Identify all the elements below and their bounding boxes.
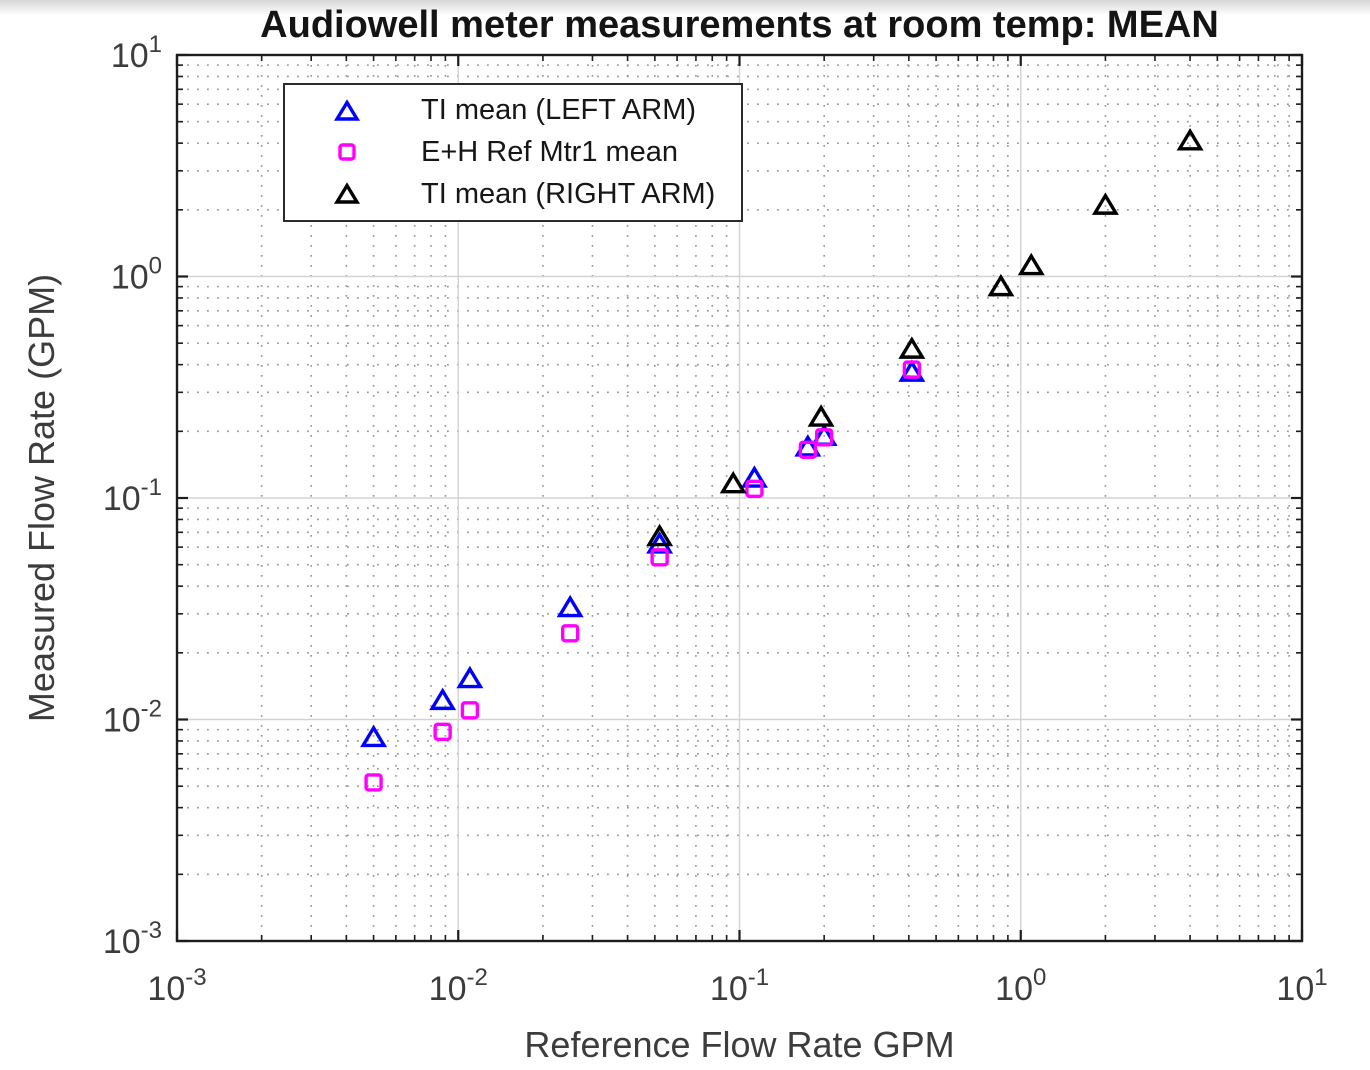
legend-label: TI mean (RIGHT ARM) [421,177,716,210]
data-point-square [814,428,834,447]
data-point-triangle [646,523,674,547]
y-tick-label: 10-1 [103,474,162,518]
data-point-square [650,548,669,567]
y-tick-label: 100 [111,253,162,297]
x-tick-label: 10-3 [147,964,206,1008]
data-point-square [902,360,922,379]
data-point-triangle [456,665,484,689]
legend-label: TI mean (LEFT ARM) [421,94,697,127]
data-point-square [460,701,480,720]
triangle-marker-icon [333,182,361,204]
data-point-triangle [556,594,584,618]
data-point-triangle [429,687,457,711]
y-tick-label: 10-2 [103,696,162,740]
data-point-triangle [807,404,835,427]
data-point-triangle [794,434,822,457]
data-point-triangle [740,465,768,488]
chart-title: Audiowell meter measurements at room tem… [260,4,1219,46]
x-tick-label: 10-2 [429,964,488,1008]
data-point-square [745,479,764,499]
data-point-square [433,722,452,741]
data-point-triangle [1091,192,1119,215]
y-tick-label: 10-3 [103,917,162,961]
legend-label: E+H Ref Mtr1 mean [421,135,679,168]
data-point-square [798,440,818,460]
square-marker-icon [338,143,356,162]
legend-item-ti-right-arm: TI mean (RIGHT ARM) [285,178,741,211]
x-tick-label: 10-1 [710,964,769,1008]
data-point-triangle [898,336,926,359]
data-point-triangle [1017,252,1045,276]
legend-item-ti-left-arm: TI mean (LEFT ARM) [285,94,741,127]
window-top-edge [0,0,1370,14]
data-point-triangle [360,724,388,748]
data-point-triangle [987,273,1015,297]
data-point-square [560,624,580,643]
data-point-triangle [898,359,926,382]
x-tick-label: 101 [1276,964,1327,1008]
legend-item-eh-ref-mtr1: E+H Ref Mtr1 mean [285,136,741,169]
x-tick-label: 100 [995,964,1046,1008]
x-axis-label: Reference Flow Rate GPM [524,1024,955,1065]
legend: TI mean (LEFT ARM) E+H Ref Mtr1 mean TI … [283,83,743,222]
y-tick-label: 101 [111,31,162,75]
data-point-triangle [1176,127,1204,151]
data-point-triangle [719,470,747,494]
y-axis-label: Measured Flow Rate (GPM) [21,273,62,723]
triangle-marker-icon [333,99,361,121]
data-point-square [364,773,383,792]
